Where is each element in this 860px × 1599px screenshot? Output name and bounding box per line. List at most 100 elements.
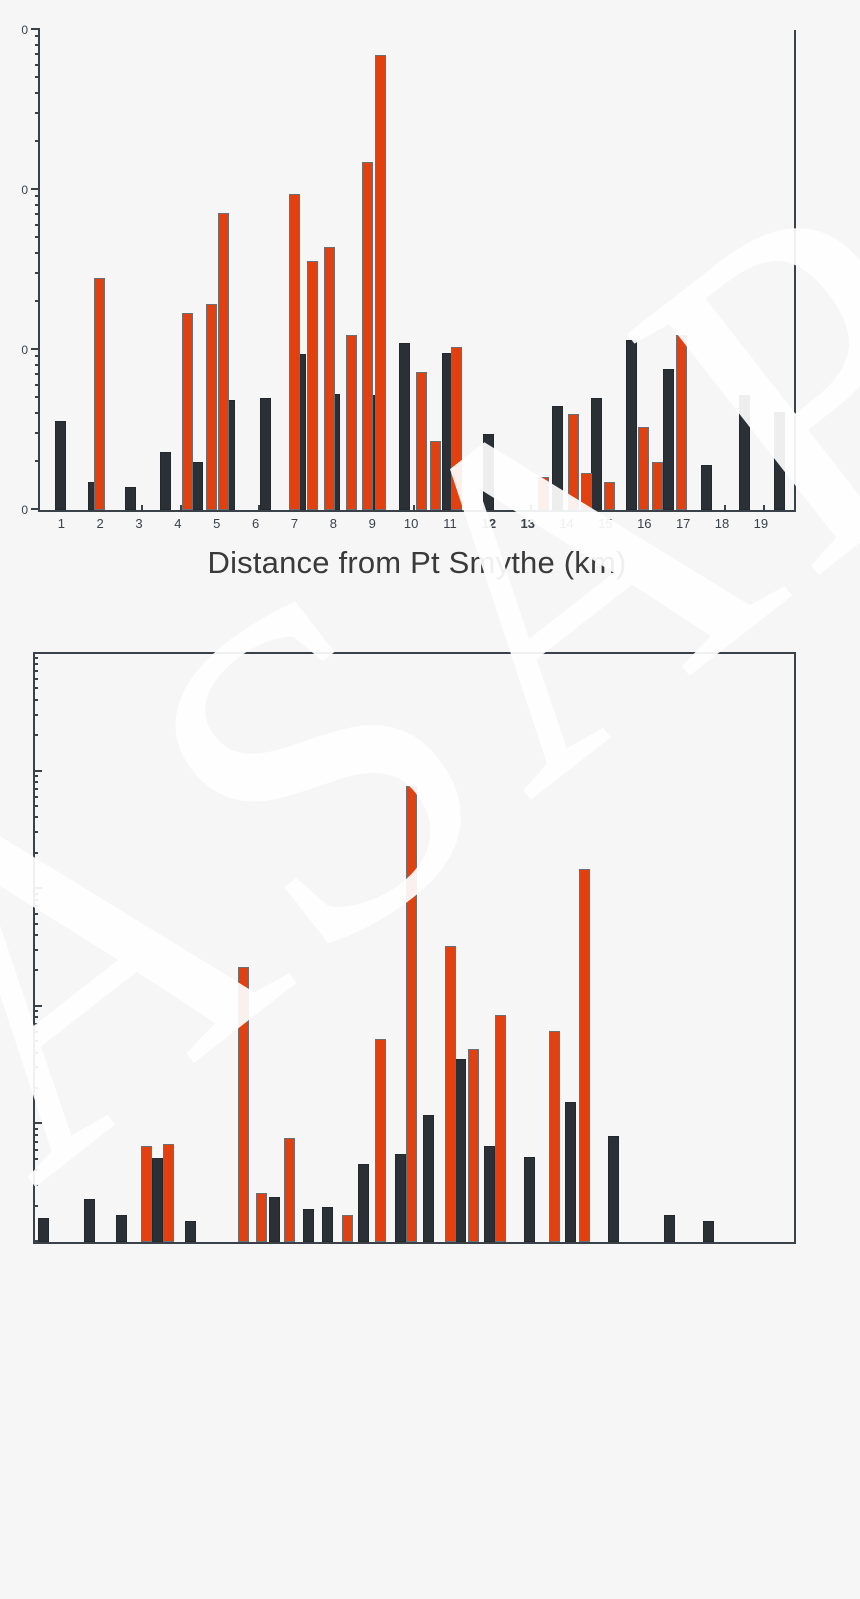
bar xyxy=(608,1136,619,1242)
bar xyxy=(238,967,249,1242)
bar xyxy=(303,1209,314,1242)
y-tick-major xyxy=(31,188,40,190)
x-axis-tick-label: 11 xyxy=(443,516,457,531)
bar xyxy=(549,1031,560,1242)
bar xyxy=(289,194,300,510)
top-chart-panel: 0000 12345678910111213141516171819 Dista… xyxy=(0,0,860,600)
x-axis-tick-label: 2 xyxy=(97,516,104,531)
x-axis-tick-label: 16 xyxy=(637,516,651,531)
bar xyxy=(307,261,318,510)
bar xyxy=(160,452,171,510)
bar xyxy=(346,335,357,511)
bar xyxy=(604,482,615,510)
bottom-bar-series xyxy=(35,654,794,1242)
y-axis-tick-label: 0 xyxy=(0,23,28,37)
bar xyxy=(269,1197,280,1242)
bar xyxy=(218,213,229,510)
bar xyxy=(163,1144,174,1242)
bar xyxy=(483,434,494,510)
bar xyxy=(423,1115,434,1242)
bar xyxy=(141,1146,152,1242)
x-axis-title: Distance from Pt Smythe (km) xyxy=(38,545,796,581)
bar xyxy=(451,347,462,510)
x-axis-tick-label: 1 xyxy=(58,516,65,531)
y-tick-major xyxy=(31,348,40,350)
bar xyxy=(626,340,637,510)
bottom-chart-panel xyxy=(0,640,860,1280)
bar xyxy=(568,414,579,510)
bar xyxy=(484,1146,495,1242)
top-plot-area xyxy=(38,30,796,512)
x-axis-tick-label: 15 xyxy=(598,516,612,531)
y-axis-tick-label: 0 xyxy=(0,183,28,197)
bar xyxy=(701,465,712,510)
top-bar-series xyxy=(40,30,794,510)
bar xyxy=(185,1221,196,1242)
x-axis-tick-label: 5 xyxy=(213,516,220,531)
bar xyxy=(552,406,563,511)
bar xyxy=(342,1215,353,1242)
bar xyxy=(774,412,785,510)
bar xyxy=(445,946,456,1242)
x-axis-tick-label: 12 xyxy=(482,516,496,531)
bar xyxy=(206,304,217,510)
bar xyxy=(125,487,136,510)
bar xyxy=(324,247,335,510)
bar xyxy=(256,1193,267,1242)
bar xyxy=(358,1164,369,1242)
x-axis-tick-label: 10 xyxy=(404,516,418,531)
x-axis-tick-label: 8 xyxy=(330,516,337,531)
bar xyxy=(152,1158,163,1242)
bar xyxy=(55,421,66,510)
x-axis-tick-label: 17 xyxy=(676,516,690,531)
bar xyxy=(375,1039,386,1242)
x-axis-tick-label: 3 xyxy=(135,516,142,531)
x-axis-tick-label: 14 xyxy=(559,516,573,531)
bar xyxy=(664,1215,675,1242)
bottom-plot-area xyxy=(33,652,796,1244)
y-tick-major xyxy=(31,28,40,30)
bar xyxy=(116,1215,127,1242)
x-axis-tick-label: 4 xyxy=(174,516,181,531)
bar xyxy=(455,1059,466,1242)
bar xyxy=(703,1221,714,1242)
bar xyxy=(676,335,687,511)
bar xyxy=(524,1157,535,1242)
x-axis-tick-label: 7 xyxy=(291,516,298,531)
bar xyxy=(322,1207,333,1242)
bar xyxy=(430,441,441,510)
bar xyxy=(395,1154,406,1242)
bar xyxy=(538,477,549,510)
x-axis-tick-label: 19 xyxy=(754,516,768,531)
bar xyxy=(739,395,750,510)
bar xyxy=(495,1015,506,1242)
bar xyxy=(94,278,105,510)
bar xyxy=(192,462,203,510)
y-axis-tick-label: 0 xyxy=(0,503,28,517)
bar xyxy=(182,313,193,510)
bar xyxy=(84,1199,95,1242)
bar xyxy=(284,1138,295,1242)
bar xyxy=(591,398,602,510)
bar xyxy=(260,398,271,510)
bar xyxy=(579,869,590,1243)
top-x-axis-labels: 12345678910111213141516171819 xyxy=(38,516,796,538)
bar xyxy=(638,427,649,510)
bar xyxy=(663,369,674,510)
bar xyxy=(468,1049,479,1242)
bar xyxy=(38,1218,49,1242)
x-axis-tick-label: 9 xyxy=(369,516,376,531)
bar xyxy=(652,462,663,510)
x-axis-tick-label: 6 xyxy=(252,516,259,531)
y-tick-major xyxy=(31,508,40,510)
bar xyxy=(406,786,417,1242)
bar xyxy=(399,343,410,510)
x-axis-tick-label: 13 xyxy=(520,516,534,531)
bar xyxy=(375,55,386,510)
bar xyxy=(565,1102,576,1242)
bar xyxy=(362,162,373,510)
y-axis-tick-label: 0 xyxy=(0,343,28,357)
x-axis-tick-label: 18 xyxy=(715,516,729,531)
bar xyxy=(581,473,592,510)
bar xyxy=(416,372,427,510)
